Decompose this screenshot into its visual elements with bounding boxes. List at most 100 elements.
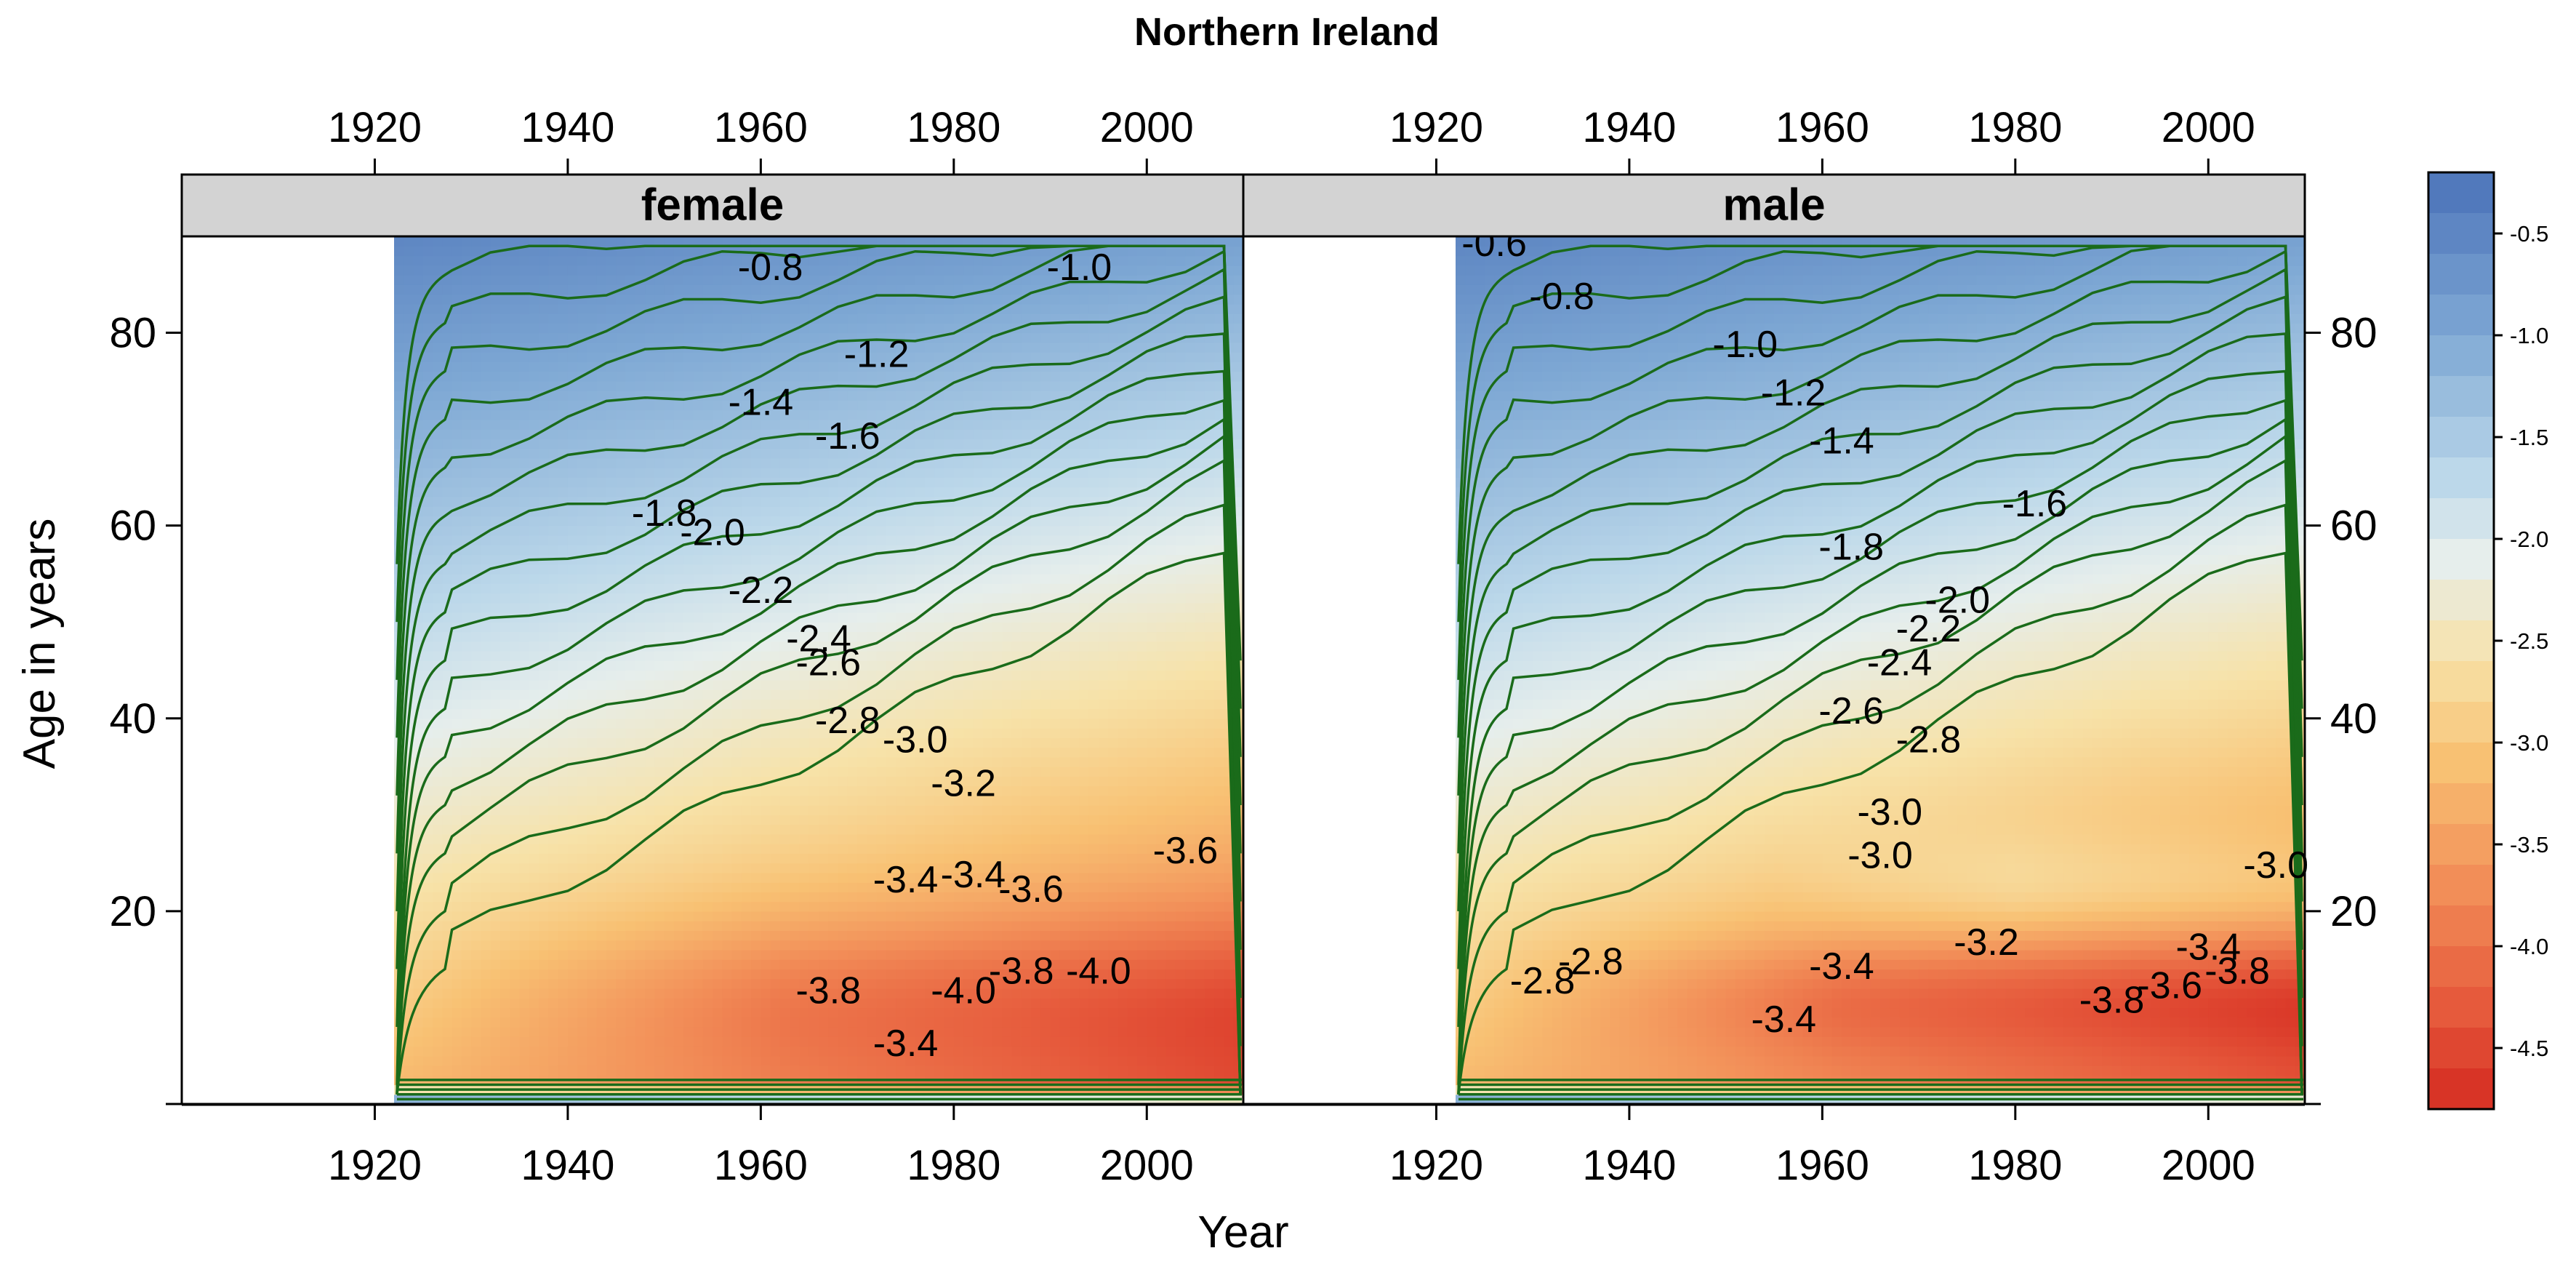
contour-label: -3.8 <box>989 951 1054 993</box>
colorbar-tick-label: -2.5 <box>2510 628 2548 654</box>
colorbar-step <box>2428 865 2494 906</box>
contour-label: -1.0 <box>1712 324 1778 366</box>
x-tick-label-top: 1940 <box>1582 104 1676 151</box>
colorbar-step <box>2428 417 2494 458</box>
x-tick-label-top: 1980 <box>1968 104 2062 151</box>
y-axis-label: Age in years <box>15 519 65 769</box>
x-tick-label-top: 1920 <box>1389 104 1483 151</box>
x-tick-label-top: 1960 <box>714 104 808 151</box>
contour-label: -3.4 <box>1751 999 1816 1041</box>
x-axis-label: Year <box>1197 1207 1288 1257</box>
contour-label: -2.6 <box>1818 690 1884 732</box>
panels: -0.8 -1.0 -1.2 -1.4 -1.6 -1.8 -2.0 -2.2 -2.4 -2.6… <box>182 175 2308 1105</box>
contour-label: -3.6 <box>998 868 1064 911</box>
y-tick-label-right: 40 <box>2330 695 2378 743</box>
chart-title: Northern Ireland <box>1134 10 1440 54</box>
colorbar-tick-label: -4.0 <box>2510 934 2548 959</box>
contour-label: -0.8 <box>738 247 803 289</box>
x-tick-label-bottom: 1960 <box>1775 1142 1869 1189</box>
contour-label: -2.4 <box>1867 642 1933 684</box>
colorbar-tick-label: -1.0 <box>2510 323 2548 348</box>
y-tick-label-left: 20 <box>109 888 156 935</box>
colorbar-step <box>2428 661 2494 703</box>
x-tick-label-bottom: 2000 <box>2162 1142 2255 1189</box>
y-tick-label-left: 60 <box>109 503 156 550</box>
colorbar-tick-label: -2.0 <box>2510 527 2548 552</box>
contour-label: -2.8 <box>1558 941 1624 983</box>
contour-label: -3.4 <box>1809 945 1874 988</box>
colorbar-step <box>2428 824 2494 865</box>
y-tick-label-left: 40 <box>109 695 156 743</box>
colorbar-step <box>2428 457 2494 499</box>
contour-label: -1.2 <box>844 333 910 375</box>
contour-label: -3.8 <box>795 969 861 1012</box>
x-tick-label-bottom: 1980 <box>907 1142 1000 1189</box>
colorbar-step <box>2428 580 2494 621</box>
y-tick-label-right: 20 <box>2330 888 2378 935</box>
x-tick-label-bottom: 1920 <box>328 1142 422 1189</box>
contour-label: -3.0 <box>2243 844 2308 887</box>
x-tick-label-top: 1940 <box>521 104 614 151</box>
colorbar-step <box>2428 335 2494 377</box>
contour-label: -3.4 <box>873 859 939 901</box>
contour-label: -0.8 <box>1529 276 1594 318</box>
contour-label: -1.4 <box>729 382 794 424</box>
contour-label: -3.4 <box>873 1023 939 1065</box>
contour-label: -3.2 <box>1954 921 2019 964</box>
contour-label: -3.0 <box>1847 835 1913 877</box>
colorbar-step <box>2428 498 2494 540</box>
contour-label: -2.8 <box>1896 719 1962 761</box>
colorbar-step <box>2428 702 2494 743</box>
x-tick-label-top: 1980 <box>907 104 1000 151</box>
contour-label: -4.0 <box>931 969 996 1012</box>
colorbar-step <box>2428 905 2494 947</box>
colorbar-step <box>2428 1028 2494 1069</box>
x-tick-label-top: 1960 <box>1775 104 1869 151</box>
panel-male: -0.6-0.8-1.0-1.2-1.4-1.6-1.8-2.0-2.2-2.4… <box>1243 175 2308 1105</box>
colorbar-step <box>2428 620 2494 662</box>
contour-label: -3.0 <box>1857 791 1922 833</box>
contour-label: -3.8 <box>2079 980 2145 1022</box>
contour-label: -3.4 <box>941 854 1006 896</box>
colorbar-step <box>2428 1068 2494 1110</box>
panel-female: -0.8 -1.0 -1.2 -1.4 -1.6 -1.8-2.0 -2.2 -2.4-2.6… <box>182 175 1244 1105</box>
contour-label: -1.6 <box>2002 483 2068 525</box>
colorbar-step <box>2428 783 2494 825</box>
x-tick-label-bottom: 1940 <box>521 1142 614 1189</box>
contour-label: -3.2 <box>931 762 996 804</box>
contour-label: -1.4 <box>1809 420 1874 463</box>
colorbar-legend: -0.5 -1.0 -1.5 -2.0 -2.5 -3.0 -3.5 -4.0 -4.5 <box>2428 172 2548 1110</box>
colorbar-step <box>2428 539 2494 580</box>
colorbar-step <box>2428 172 2494 214</box>
contour-label: -4.0 <box>1066 951 1131 993</box>
contour-label: -1.0 <box>1047 247 1112 289</box>
x-tick-label-bottom: 1960 <box>714 1142 808 1189</box>
contour-label: -2.2 <box>729 569 794 612</box>
colorbar-tick-label: -3.5 <box>2510 832 2548 857</box>
colorbar-tick-label: -4.5 <box>2510 1036 2548 1061</box>
x-tick-label-bottom: 1980 <box>1968 1142 2062 1189</box>
colorbar-tick-label: -1.5 <box>2510 425 2548 450</box>
contour-label: -3.0 <box>883 719 948 761</box>
colorbar-step <box>2428 254 2494 295</box>
colorbar-step <box>2428 376 2494 417</box>
contour-label: -1.2 <box>1761 372 1826 414</box>
y-tick-label-right: 60 <box>2330 503 2378 550</box>
strip-label-female: female <box>641 180 784 231</box>
contour-label: -3.8 <box>2204 951 2270 993</box>
colorbar-step <box>2428 213 2494 255</box>
x-tick-label-top: 1920 <box>328 104 422 151</box>
x-tick-label-top: 2000 <box>1100 104 1194 151</box>
contour-label: -2.0 <box>680 512 745 554</box>
colorbar-step <box>2428 295 2494 336</box>
y-tick-label-left: 80 <box>109 310 156 357</box>
colorbar-step <box>2428 743 2494 784</box>
colorbar-step <box>2428 987 2494 1028</box>
x-tick-label-bottom: 2000 <box>1100 1142 1194 1189</box>
y-tick-label-right: 80 <box>2330 310 2378 357</box>
contour-label: -2.8 <box>815 700 880 742</box>
x-tick-label-bottom: 1940 <box>1582 1142 1676 1189</box>
contour-label: -1.8 <box>1818 527 1884 569</box>
strip-label-male: male <box>1722 180 1825 231</box>
